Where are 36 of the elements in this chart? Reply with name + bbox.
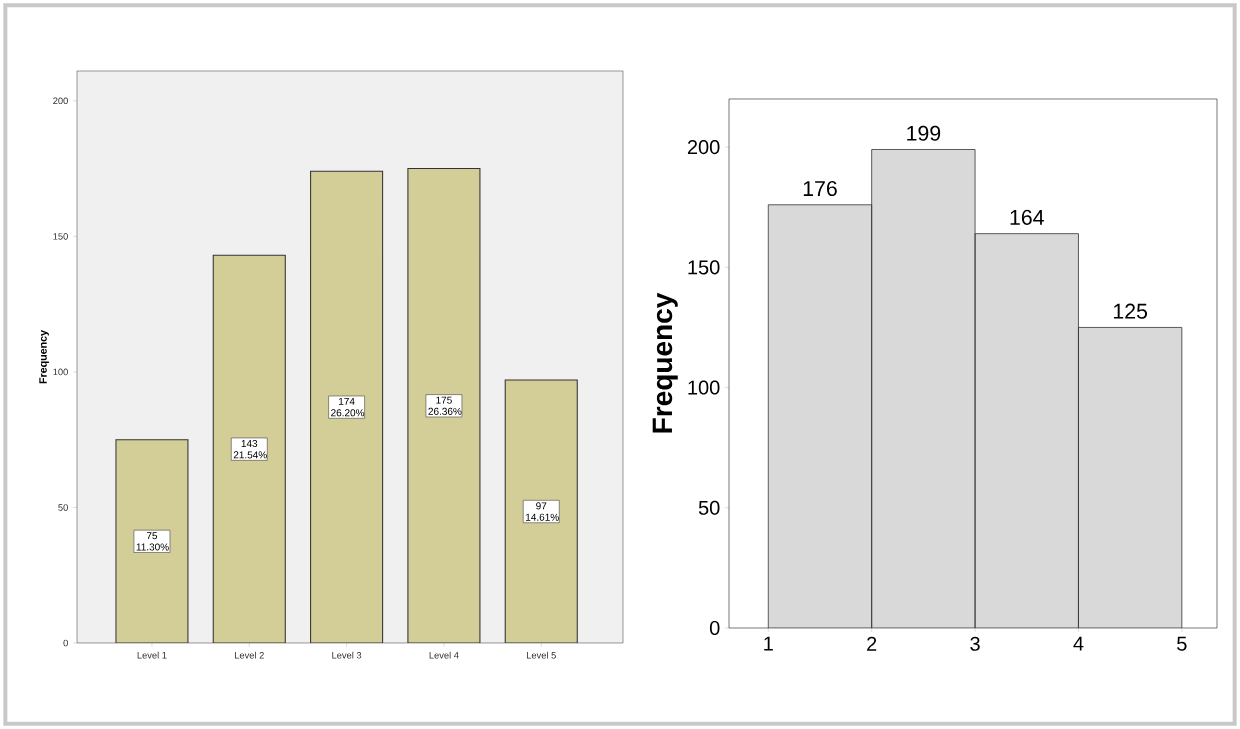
x-tick-label: 5 bbox=[1177, 636, 1187, 651]
data-label: 174 26.20% bbox=[331, 397, 365, 417]
x-tick-label: Level 3 bbox=[332, 651, 362, 659]
data-label: 125 bbox=[1113, 303, 1148, 319]
x-tick-label: 1 bbox=[764, 636, 773, 651]
y-tick-label: 0 bbox=[63, 639, 68, 647]
bar bbox=[310, 170, 384, 643]
data-label: 164 bbox=[1010, 209, 1044, 225]
x-tick-label: Level 4 bbox=[429, 651, 459, 659]
y-tick-label: 100 bbox=[53, 368, 68, 376]
data-label: 176 bbox=[803, 180, 837, 197]
y-tick-label: 50 bbox=[58, 504, 68, 511]
y-tick-label: 0 bbox=[709, 620, 720, 636]
y-axis-title: Frequency bbox=[652, 292, 678, 433]
y-tick-label: 50 bbox=[698, 500, 720, 515]
bar bbox=[212, 254, 286, 643]
y-tick-label: 200 bbox=[687, 140, 720, 155]
data-label: 75 11.30% bbox=[136, 532, 169, 551]
x-tick-label: 3 bbox=[970, 636, 980, 651]
bar bbox=[504, 379, 578, 643]
data-label: 175 26.36% bbox=[428, 396, 462, 415]
x-tick-label: Level 5 bbox=[526, 651, 556, 659]
x-tick-label: 4 bbox=[1073, 636, 1084, 651]
y-tick-label: 150 bbox=[688, 260, 720, 275]
bar bbox=[115, 439, 189, 643]
x-tick-label: 2 bbox=[867, 636, 877, 651]
x-tick-label: Level 1 bbox=[137, 651, 167, 659]
x-tick-label: Level 2 bbox=[234, 651, 264, 659]
y-tick-label: 200 bbox=[53, 97, 68, 105]
bar bbox=[407, 168, 481, 643]
data-label: 143 21.54% bbox=[233, 439, 267, 459]
data-label: 199 bbox=[907, 125, 941, 141]
y-tick-label: 100 bbox=[688, 380, 720, 395]
data-label: 97 14.61% bbox=[526, 502, 559, 521]
y-tick-label: 150 bbox=[53, 233, 68, 240]
y-axis-title: Frequency bbox=[39, 330, 49, 384]
